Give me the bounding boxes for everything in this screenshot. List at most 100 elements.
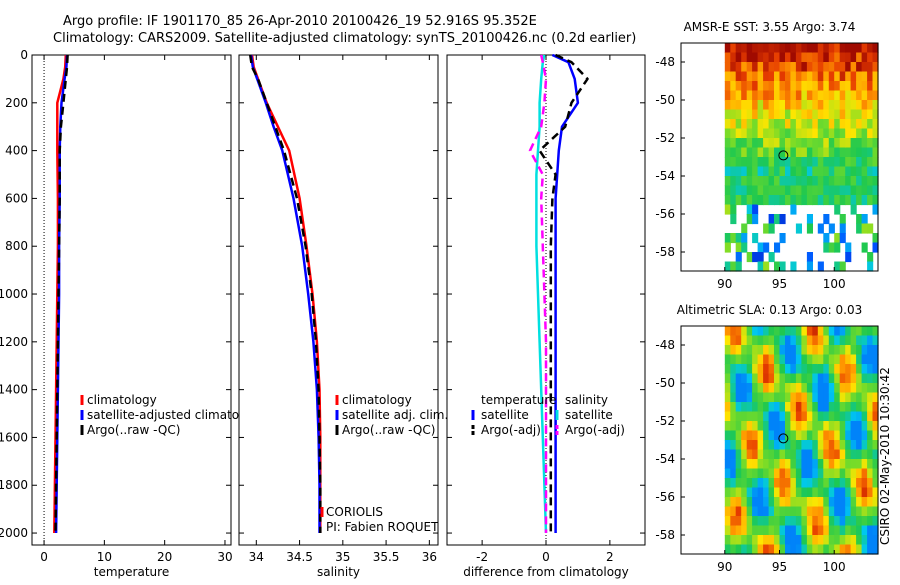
map-cell [774, 185, 781, 196]
map-cell [724, 62, 731, 73]
map-cell [795, 449, 802, 460]
map-cell [806, 252, 813, 263]
map-cell [823, 90, 830, 101]
map-cell [795, 71, 802, 82]
map-cell [774, 373, 781, 384]
map-cell [746, 157, 753, 168]
map-cell [730, 402, 737, 413]
map-cell [741, 459, 748, 470]
map-cell [730, 345, 737, 356]
map-cell [845, 109, 852, 120]
map-cell [856, 354, 863, 365]
map-cell [812, 535, 819, 546]
map-cell [779, 383, 786, 394]
map-cell [746, 43, 753, 54]
map-cell [806, 411, 813, 422]
map-cell [845, 516, 852, 527]
map-cell [730, 449, 737, 460]
x-tick-label: 100 [823, 277, 846, 291]
map-cell [779, 326, 786, 337]
map-cell [839, 90, 846, 101]
map-cell [774, 354, 781, 365]
map-cell [812, 119, 819, 130]
map-cell [806, 81, 813, 92]
y-tick-label: -50 [655, 93, 675, 107]
figure-title-line1: Argo profile: IF 1901170_85 26-Apr-2010 … [63, 14, 537, 29]
map-cell [752, 478, 759, 489]
map-cell [823, 214, 830, 225]
map-cell [752, 487, 759, 498]
map-cell [746, 214, 753, 225]
map-cell [741, 392, 748, 403]
map-cell [845, 459, 852, 470]
map-cell [823, 195, 830, 206]
y-tick-label: -48 [655, 338, 675, 352]
map-cell [872, 373, 879, 384]
map-cell [828, 43, 835, 54]
map-cell [867, 335, 874, 346]
map-cell [850, 166, 857, 177]
map-cell [724, 421, 731, 432]
map-cell [735, 345, 742, 356]
map-cell [757, 516, 764, 527]
x-tick-label: 0 [40, 550, 48, 564]
map-cell [795, 185, 802, 196]
map-cell [790, 373, 797, 384]
map-cell [741, 421, 748, 432]
map-cell [735, 128, 742, 139]
map-cell [834, 204, 841, 215]
map-cell [741, 516, 748, 527]
map-cell [746, 71, 753, 82]
map-cell [867, 525, 874, 536]
map-cell [741, 544, 748, 555]
map-cell [746, 487, 753, 498]
map-cell [872, 383, 879, 394]
map-cell [861, 478, 868, 489]
map-cell [724, 497, 731, 508]
map-cell [823, 233, 830, 244]
map-cell [872, 204, 879, 215]
map-cell [795, 516, 802, 527]
map-cell [779, 119, 786, 130]
map-cell [735, 383, 742, 394]
map-cell [867, 487, 874, 498]
map-cell [795, 440, 802, 451]
map-cell [752, 214, 759, 225]
map-cell [763, 516, 770, 527]
map-cell [779, 487, 786, 498]
map-cell [746, 100, 753, 111]
map-cell [867, 261, 874, 272]
map-cell [746, 195, 753, 206]
map-cell [795, 52, 802, 63]
map-cell [823, 147, 830, 158]
map-cell [790, 345, 797, 356]
map-cell [867, 449, 874, 460]
map-cell [774, 516, 781, 527]
map-cell [834, 81, 841, 92]
map-cell [823, 421, 830, 432]
map-cell [735, 100, 742, 111]
map-cell [861, 100, 868, 111]
map-cell [757, 383, 764, 394]
map-cell [795, 354, 802, 365]
map-cell [785, 440, 792, 451]
map-cell [867, 421, 874, 432]
map-cell [779, 138, 786, 149]
map-cell [867, 109, 874, 120]
map-cell [850, 62, 857, 73]
x-tick-label: 0 [542, 550, 550, 564]
map-cell [856, 487, 863, 498]
map-cell [757, 261, 764, 272]
map-cell [801, 411, 808, 422]
map-cell [785, 71, 792, 82]
map-cell [774, 326, 781, 337]
map-cell [741, 166, 748, 177]
map-cell [845, 402, 852, 413]
map-cell [768, 392, 775, 403]
map-cell [735, 157, 742, 168]
map-cell [801, 459, 808, 470]
map-cell [817, 128, 824, 139]
map-cell [790, 525, 797, 536]
map-cell [806, 468, 813, 479]
map-cell [867, 516, 874, 527]
